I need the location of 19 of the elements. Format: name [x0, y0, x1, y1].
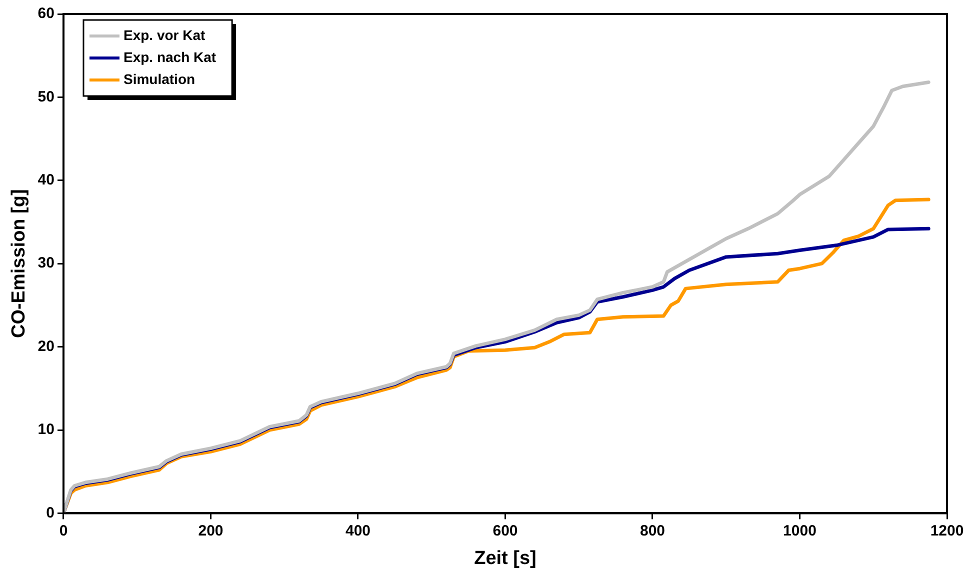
x-tick-label: 0: [59, 522, 68, 540]
y-tick-label: 40: [38, 172, 54, 189]
legend-label: Exp. nach Kat: [123, 48, 216, 65]
y-tick-label: 50: [38, 88, 54, 106]
x-tick-label: 1000: [783, 522, 816, 540]
y-tick-label: 10: [38, 421, 54, 438]
legend-label: Exp. vor Kat: [123, 26, 206, 43]
x-tick-label: 1200: [930, 522, 964, 540]
x-tick-label: 800: [640, 522, 666, 540]
y-axis-title: CO-Emission [g]: [8, 189, 30, 338]
x-tick-label: 600: [492, 522, 518, 540]
y-tick-label: 60: [38, 5, 54, 22]
y-tick-label: 20: [38, 338, 54, 355]
y-tick-label: 30: [38, 254, 54, 272]
y-tick-label: 0: [46, 504, 54, 522]
x-axis-title: Zeit [s]: [474, 548, 536, 569]
x-tick-label: 400: [345, 522, 371, 540]
legend-label: Simulation: [123, 70, 196, 87]
x-tick-label: 200: [198, 522, 224, 540]
